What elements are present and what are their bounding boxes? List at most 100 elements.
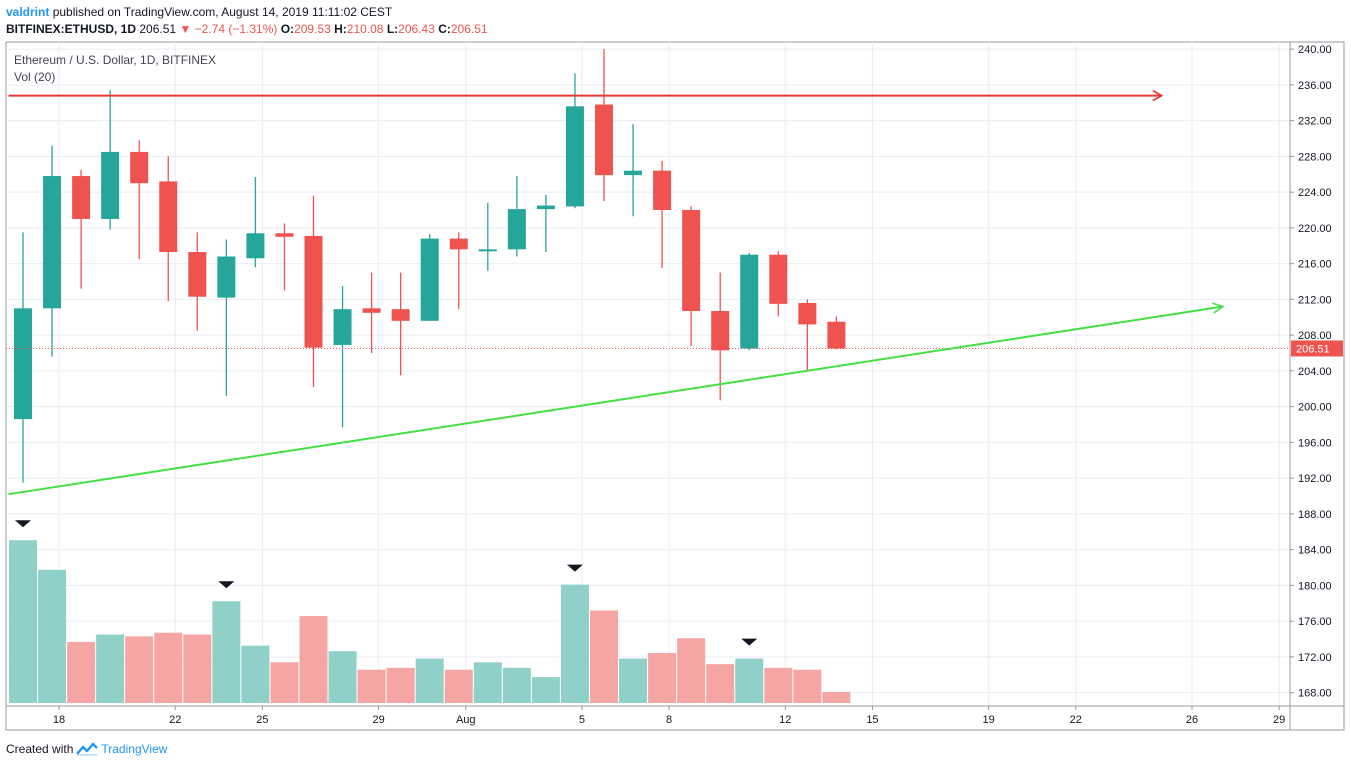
x-tick-label: 22 <box>169 714 181 726</box>
candle-body <box>304 235 323 348</box>
candle-body <box>798 302 817 325</box>
candle-body <box>101 151 120 219</box>
y-tick-label: 204.00 <box>1298 366 1332 378</box>
x-tick-label: 25 <box>256 714 268 726</box>
x-tick-label: 29 <box>1273 714 1285 726</box>
volume-bar <box>67 641 96 703</box>
volume-marker-icon <box>741 638 758 646</box>
x-tick-label: 19 <box>983 714 995 726</box>
candle-body <box>333 309 352 345</box>
tradingview-logo-icon <box>76 742 99 756</box>
candle-body <box>217 256 236 298</box>
y-tick-label: 212.00 <box>1298 294 1332 306</box>
series-legend: Ethereum / U.S. Dollar, 1D, BITFINEX <box>14 53 217 67</box>
candle-body <box>682 210 701 311</box>
high-label: H: <box>334 22 347 36</box>
price-chart[interactable]: 240.00 236.00 232.00 228.00 224.00 220.00 216.… <box>0 0 1351 740</box>
volume-bar <box>560 584 589 703</box>
candle-body <box>595 104 613 176</box>
x-tick-label: 15 <box>866 714 878 726</box>
resistance-arrow-icon <box>1152 89 1164 102</box>
volume-bar <box>328 651 357 703</box>
y-tick-label: 240.00 <box>1298 44 1332 56</box>
volume-bar <box>9 540 37 703</box>
y-tick-label: 176.00 <box>1298 616 1332 628</box>
publish-info: published on TradingView.com, August 14,… <box>52 5 393 19</box>
y-tick-label: 180.00 <box>1298 580 1332 592</box>
volume-bar <box>125 636 154 703</box>
x-tick-label: 12 <box>779 714 791 726</box>
support-line <box>8 305 1223 496</box>
footer: Created with TradingView <box>6 742 167 756</box>
volume-bar <box>212 601 241 703</box>
volume-bar <box>154 632 183 703</box>
y-tick-label: 208.00 <box>1298 330 1332 342</box>
y-tick-label: 188.00 <box>1298 509 1332 521</box>
chart-header: valdrint published on TradingView.com, A… <box>0 0 1351 42</box>
y-tick-label: 232.00 <box>1298 116 1332 128</box>
down-arrow-icon: ▼ <box>179 22 192 36</box>
volume-bar <box>415 658 444 703</box>
y-tick-label: 228.00 <box>1298 151 1332 163</box>
x-tick-label: Aug <box>456 714 476 726</box>
volume-bar <box>793 669 822 703</box>
volume-bar <box>590 610 618 703</box>
volume-marker-icon <box>218 581 235 589</box>
volume-bar <box>735 658 764 703</box>
volume-bar <box>38 569 67 703</box>
tradingview-brand-link[interactable]: TradingView <box>101 742 168 756</box>
volume-bar <box>502 667 531 703</box>
volume-legend: Vol (20) <box>14 70 56 84</box>
candle-body <box>769 254 788 304</box>
ohlc-line: BITFINEX:ETHUSD, 1D 206.51 ▼ −2.74 (−1.3… <box>6 22 488 36</box>
support-arrow-icon <box>1212 302 1225 314</box>
volume-bar <box>619 658 648 703</box>
y-tick-label: 184.00 <box>1298 545 1332 557</box>
last-price: 206.51 <box>139 22 177 36</box>
candle-body <box>507 209 526 250</box>
volume-bar <box>648 653 677 703</box>
volume-bar <box>241 645 270 703</box>
candle-body <box>420 238 439 321</box>
low-value: 206.43 <box>398 22 435 36</box>
candle-body <box>478 249 497 252</box>
y-tick-label: 200.00 <box>1298 402 1332 414</box>
y-tick-label: 196.00 <box>1298 437 1332 449</box>
chart-frame <box>5 41 1345 731</box>
volume-bar <box>706 664 735 703</box>
time-axis: 18 22 25 29 Aug 5 8 12 15 19 22 26 29 <box>6 705 1344 726</box>
symbol-label: BITFINEX:ETHUSD, 1D <box>6 22 137 36</box>
candle-body <box>565 106 584 207</box>
volume-bar <box>473 662 502 703</box>
high-value: 210.08 <box>346 22 384 36</box>
y-tick-label: 192.00 <box>1298 473 1332 485</box>
candle-body <box>362 308 381 313</box>
x-tick-label: 22 <box>1070 714 1082 726</box>
author-link[interactable]: valdrint <box>6 5 50 19</box>
close-label: C: <box>438 22 451 36</box>
candle-body <box>624 170 643 176</box>
x-tick-label: 18 <box>53 714 65 726</box>
chart-grid <box>5 41 1345 731</box>
y-tick-label: 220.00 <box>1298 223 1332 235</box>
candle-body <box>275 233 294 237</box>
candle-body <box>391 309 410 321</box>
volume-bar <box>357 669 386 703</box>
x-tick-label: 29 <box>372 714 384 726</box>
open-value: 209.53 <box>294 22 331 36</box>
volume-marker-icon <box>566 564 583 572</box>
candle-body <box>43 176 62 309</box>
x-tick-label: 26 <box>1186 714 1198 726</box>
last-price-badge <box>1291 340 1343 357</box>
candle-body <box>130 151 149 184</box>
y-tick-label: 168.00 <box>1298 688 1332 700</box>
volume-bar <box>444 669 473 703</box>
volume-bar <box>270 662 299 703</box>
candle-body <box>653 170 672 211</box>
y-tick-label: 236.00 <box>1298 80 1332 92</box>
candle-body <box>536 205 555 210</box>
open-label: O: <box>280 22 295 36</box>
volume-bar <box>677 638 706 703</box>
volume-bar <box>822 691 851 703</box>
candle-body <box>14 308 32 420</box>
